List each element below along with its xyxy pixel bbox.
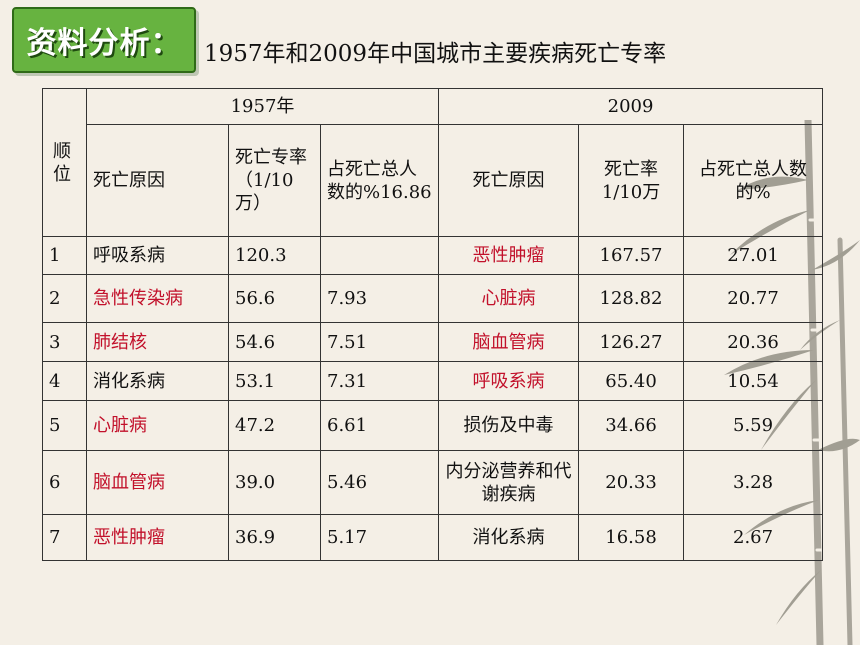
pct-2009-cell: 27.01: [683, 236, 824, 275]
table-row: 6 脑血管病 39.0 5.46 内分泌营养和代谢疾病 20.33 3.28: [42, 450, 824, 515]
col-cause-2009: 死亡原因: [438, 124, 580, 237]
cause-2009-cell: 恶性肿瘤: [438, 236, 580, 275]
rate-1957-cell: 120.3: [228, 236, 321, 275]
pct-2009-cell: 20.77: [683, 274, 824, 323]
rate-2009-cell: 128.82: [578, 274, 685, 323]
pct-2009-cell: 3.28: [683, 450, 824, 515]
rate-2009-cell: 65.40: [578, 361, 685, 401]
cause-2009-cell: 损伤及中毒: [438, 400, 580, 451]
page-title: 1957年和2009年中国城市主要疾病死亡专率: [204, 41, 667, 67]
rank-cell: 2: [42, 274, 87, 323]
cause-1957-cell: 心脏病: [86, 400, 229, 451]
rank-cell: 1: [42, 236, 87, 275]
pct-2009-cell: 5.59: [683, 400, 824, 451]
rate-2009-cell: 16.58: [578, 514, 685, 561]
pct-2009-cell: 10.54: [683, 361, 824, 401]
rate-1957-cell: 47.2: [228, 400, 321, 451]
table-row: 1 呼吸系病 120.3 恶性肿瘤 167.57 27.01: [42, 236, 824, 275]
pct-1957-cell: 5.46: [319, 450, 440, 515]
col-pct-2009: 占死亡总人数的%: [683, 124, 824, 237]
cause-1957-cell: 消化系病: [86, 361, 229, 401]
mortality-table: 顺位 1957年 2009 死亡原因 死亡专率（1/10万） 占死亡总人数的%1…: [42, 88, 824, 561]
rank-header: 顺位: [42, 88, 87, 237]
col-pct-1957: 占死亡总人数的%16.86: [319, 124, 440, 237]
col-rate-1957: 死亡专率（1/10万）: [228, 124, 321, 237]
section-badge: 资料分析：: [12, 7, 196, 73]
table-row: 2 急性传染病 56.6 7.93 心脏病 128.82 20.77: [42, 274, 824, 323]
cause-2009-cell: 呼吸系病: [438, 361, 580, 401]
rate-1957-cell: 36.9: [228, 514, 321, 561]
rank-cell: 5: [42, 400, 87, 451]
cause-2009-cell: 内分泌营养和代谢疾病: [438, 450, 580, 515]
cause-2009-cell: 脑血管病: [438, 322, 580, 362]
rate-2009-cell: 126.27: [578, 322, 685, 362]
rate-2009-cell: 34.66: [578, 400, 685, 451]
rate-1957-cell: 39.0: [228, 450, 321, 515]
rate-2009-cell: 20.33: [578, 450, 685, 515]
pct-1957-cell: 7.31: [319, 361, 440, 401]
pct-1957-cell: 5.17: [319, 514, 440, 561]
rate-1957-cell: 53.1: [228, 361, 321, 401]
cause-1957-cell: 急性传染病: [86, 274, 229, 323]
cause-2009-cell: 心脏病: [438, 274, 580, 323]
pct-2009-cell: 20.36: [683, 322, 824, 362]
year-header-1957: 1957年: [85, 88, 440, 125]
rank-cell: 6: [42, 450, 87, 515]
rank-cell: 4: [42, 361, 87, 401]
rank-cell: 3: [42, 322, 87, 362]
table-row: 3 肺结核 54.6 7.51 脑血管病 126.27 20.36: [42, 322, 824, 362]
table-row: 4 消化系病 53.1 7.31 呼吸系病 65.40 10.54: [42, 361, 824, 401]
pct-1957-cell: 6.61: [319, 400, 440, 451]
cause-1957-cell: 肺结核: [86, 322, 229, 362]
year-header-2009: 2009: [438, 88, 824, 125]
cause-2009-cell: 消化系病: [438, 514, 580, 561]
pct-1957-cell: 7.93: [319, 274, 440, 323]
cause-1957-cell: 呼吸系病: [86, 236, 229, 275]
pct-2009-cell: 2.67: [683, 514, 824, 561]
cause-1957-cell: 脑血管病: [86, 450, 229, 515]
cause-1957-cell: 恶性肿瘤: [86, 514, 229, 561]
col-rate-2009: 死亡率1/10万: [578, 124, 685, 237]
table-row: 5 心脏病 47.2 6.61 损伤及中毒 34.66 5.59: [42, 400, 824, 451]
rate-2009-cell: 167.57: [578, 236, 685, 275]
rate-1957-cell: 56.6: [228, 274, 321, 323]
pct-1957-cell: 7.51: [319, 322, 440, 362]
table-row: 7 恶性肿瘤 36.9 5.17 消化系病 16.58 2.67: [42, 514, 824, 561]
col-cause-1957: 死亡原因: [86, 124, 229, 237]
pct-1957-cell: [319, 236, 440, 275]
rate-1957-cell: 54.6: [228, 322, 321, 362]
rank-cell: 7: [42, 514, 87, 561]
